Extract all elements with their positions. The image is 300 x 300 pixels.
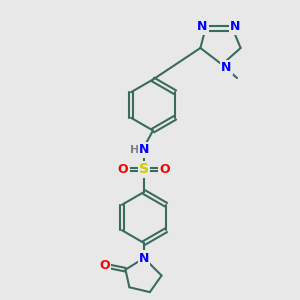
Text: N: N bbox=[139, 251, 149, 265]
Text: N: N bbox=[221, 61, 232, 74]
Text: S: S bbox=[139, 163, 149, 176]
Text: O: O bbox=[160, 163, 170, 176]
Text: N: N bbox=[230, 20, 241, 34]
Text: O: O bbox=[99, 259, 110, 272]
Text: N: N bbox=[139, 143, 149, 157]
Text: O: O bbox=[118, 163, 128, 176]
Text: N: N bbox=[197, 20, 208, 34]
Text: H: H bbox=[130, 145, 139, 155]
